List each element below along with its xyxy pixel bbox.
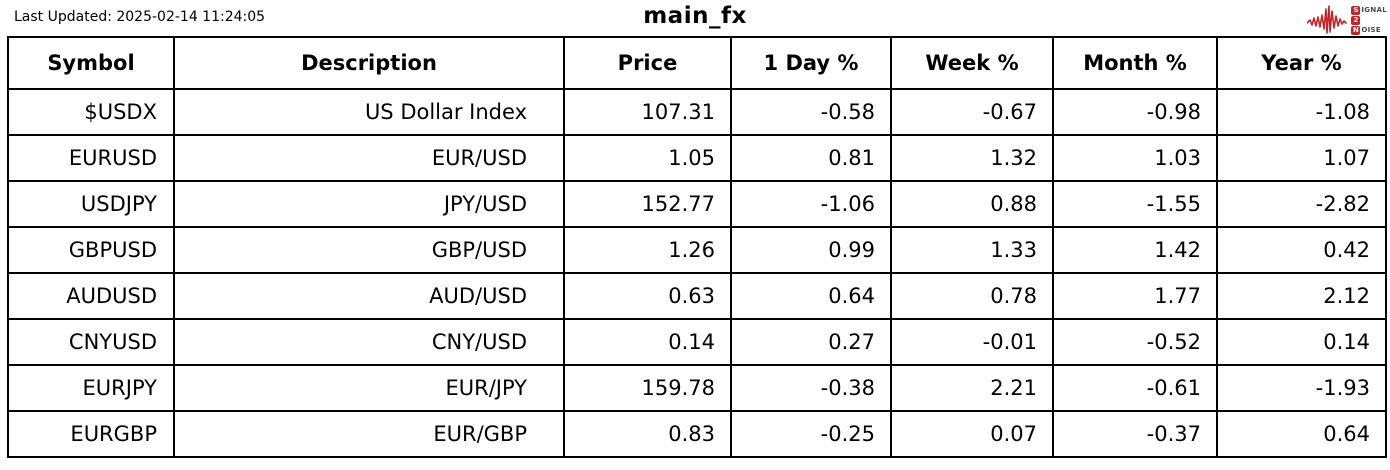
table-row-gbpusd: GBPUSD GBP/USD 1.26 0.99 1.33 1.42 0.42 <box>7 226 1387 274</box>
price-cell: 0.63 <box>563 272 732 320</box>
week-change-cell: 1.32 <box>890 134 1054 182</box>
symbol-cell: CNYUSD <box>7 318 175 366</box>
page-title: main_fx <box>643 3 747 29</box>
logo-digit-2: 2 <box>1351 16 1361 25</box>
logo-letter-s: S <box>1351 6 1361 15</box>
year-change-cell: 0.64 <box>1216 410 1387 458</box>
table-row-audusd: AUDUSD AUD/USD 0.63 0.64 0.78 1.77 2.12 <box>7 272 1387 320</box>
symbol-cell: $USDX <box>7 88 175 136</box>
symbol-cell: USDJPY <box>7 180 175 228</box>
symbol-cell: AUDUSD <box>7 272 175 320</box>
day-change-cell: 0.64 <box>730 272 892 320</box>
price-cell: 107.31 <box>563 88 732 136</box>
column-header-symbol: Symbol <box>7 36 175 90</box>
month-change-cell: 1.77 <box>1052 272 1218 320</box>
column-header-month: Month % <box>1052 36 1218 90</box>
description-cell: US Dollar Index <box>173 88 565 136</box>
month-change-cell: 1.42 <box>1052 226 1218 274</box>
column-header-price: Price <box>563 36 732 90</box>
year-change-cell: 0.42 <box>1216 226 1387 274</box>
table-row-usdx: $USDX US Dollar Index 107.31 -0.58 -0.67… <box>7 88 1387 136</box>
logo-letter-n: N <box>1351 26 1361 35</box>
price-cell: 0.14 <box>563 318 732 366</box>
day-change-cell: 0.99 <box>730 226 892 274</box>
logo-line-noise: N OISE <box>1351 26 1387 35</box>
day-change-cell: -0.38 <box>730 364 892 412</box>
logo-line-two: 2 <box>1351 16 1387 25</box>
month-change-cell: 1.03 <box>1052 134 1218 182</box>
month-change-cell: -1.55 <box>1052 180 1218 228</box>
table-row-cnyusd: CNYUSD CNY/USD 0.14 0.27 -0.01 -0.52 0.1… <box>7 318 1387 366</box>
week-change-cell: 1.33 <box>890 226 1054 274</box>
price-cell: 0.83 <box>563 410 732 458</box>
table-row-eurgbp: EURGBP EUR/GBP 0.83 -0.25 0.07 -0.37 0.6… <box>7 410 1387 458</box>
logo-line-signal: S IGNAL <box>1351 6 1387 15</box>
table-header: Symbol Description Price 1 Day % Week % … <box>7 36 1387 90</box>
week-change-cell: 0.07 <box>890 410 1054 458</box>
description-cell: JPY/USD <box>173 180 565 228</box>
description-cell: CNY/USD <box>173 318 565 366</box>
description-cell: EUR/USD <box>173 134 565 182</box>
description-cell: GBP/USD <box>173 226 565 274</box>
day-change-cell: -0.58 <box>730 88 892 136</box>
last-updated-label: Last Updated: 2025-02-14 11:24:05 <box>14 9 266 25</box>
week-change-cell: 2.21 <box>890 364 1054 412</box>
week-change-cell: 0.88 <box>890 180 1054 228</box>
year-change-cell: -2.82 <box>1216 180 1387 228</box>
day-change-cell: -1.06 <box>730 180 892 228</box>
year-change-cell: -1.93 <box>1216 364 1387 412</box>
table-body: $USDX US Dollar Index 107.31 -0.58 -0.67… <box>7 88 1387 458</box>
day-change-cell: 0.27 <box>730 318 892 366</box>
day-change-cell: 0.81 <box>730 134 892 182</box>
month-change-cell: -0.52 <box>1052 318 1218 366</box>
year-change-cell: 1.07 <box>1216 134 1387 182</box>
logo-text-oise: OISE <box>1361 26 1381 34</box>
year-change-cell: 0.14 <box>1216 318 1387 366</box>
symbol-cell: EURUSD <box>7 134 175 182</box>
fx-table: Symbol Description Price 1 Day % Week % … <box>7 36 1387 458</box>
column-header-description: Description <box>173 36 565 90</box>
column-header-week: Week % <box>890 36 1054 90</box>
symbol-cell: EURGBP <box>7 410 175 458</box>
logo-wordmark: S IGNAL 2 N OISE <box>1351 6 1387 35</box>
year-change-cell: -1.08 <box>1216 88 1387 136</box>
symbol-cell: GBPUSD <box>7 226 175 274</box>
month-change-cell: -0.98 <box>1052 88 1218 136</box>
month-change-cell: -0.61 <box>1052 364 1218 412</box>
waveform-icon <box>1307 4 1353 35</box>
week-change-cell: -0.67 <box>890 88 1054 136</box>
description-cell: EUR/JPY <box>173 364 565 412</box>
column-header-day: 1 Day % <box>730 36 892 90</box>
table-row-eurusd: EURUSD EUR/USD 1.05 0.81 1.32 1.03 1.07 <box>7 134 1387 182</box>
week-change-cell: -0.01 <box>890 318 1054 366</box>
header-row: Symbol Description Price 1 Day % Week % … <box>7 36 1387 90</box>
week-change-cell: 0.78 <box>890 272 1054 320</box>
symbol-cell: EURJPY <box>7 364 175 412</box>
month-change-cell: -0.37 <box>1052 410 1218 458</box>
price-cell: 1.05 <box>563 134 732 182</box>
table-row-eurjpy: EURJPY EUR/JPY 159.78 -0.38 2.21 -0.61 -… <box>7 364 1387 412</box>
day-change-cell: -0.25 <box>730 410 892 458</box>
price-cell: 159.78 <box>563 364 732 412</box>
top-bar: Last Updated: 2025-02-14 11:24:05 main_f… <box>0 0 1390 36</box>
table-row-usdjpy: USDJPY JPY/USD 152.77 -1.06 0.88 -1.55 -… <box>7 180 1387 228</box>
price-cell: 152.77 <box>563 180 732 228</box>
description-cell: AUD/USD <box>173 272 565 320</box>
signal2noise-logo: S IGNAL 2 N OISE <box>1307 1 1387 35</box>
description-cell: EUR/GBP <box>173 410 565 458</box>
price-cell: 1.26 <box>563 226 732 274</box>
column-header-year: Year % <box>1216 36 1387 90</box>
year-change-cell: 2.12 <box>1216 272 1387 320</box>
logo-text-ignal: IGNAL <box>1361 6 1387 14</box>
